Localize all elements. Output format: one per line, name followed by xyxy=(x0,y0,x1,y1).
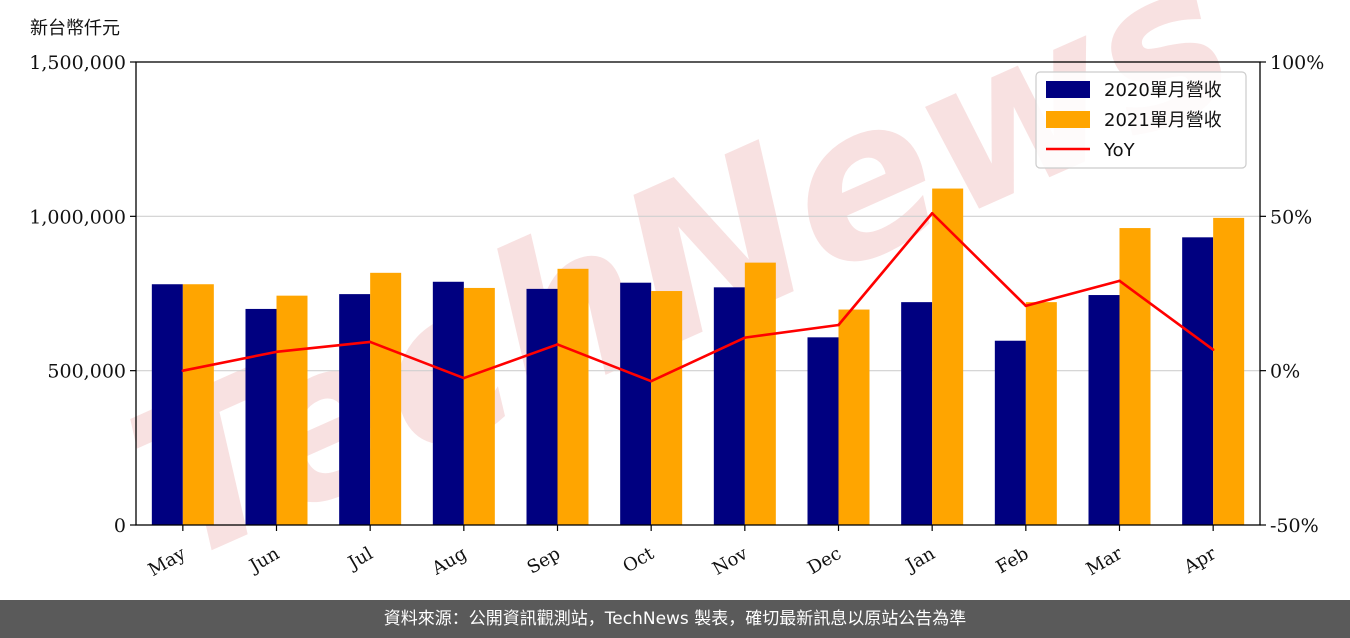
yoy-point-apr xyxy=(1211,348,1215,351)
bar-2020-jan xyxy=(901,302,933,525)
x-tick-label-jan: Jan xyxy=(901,543,939,577)
yoy-point-feb xyxy=(1024,304,1028,308)
source-footer: 資料來源：公開資訊觀測站，TechNews 製表，確切最新訊息以原站公告為準 xyxy=(0,600,1350,638)
plot-frame xyxy=(135,61,1261,526)
bar-2021-oct xyxy=(651,291,683,525)
bar-2021-nov xyxy=(744,262,776,525)
left-tick-label: 500,000 xyxy=(47,361,126,383)
yoy-line-group xyxy=(181,211,1215,383)
yoy-line xyxy=(182,211,1214,383)
legend-label-2021: 2021單月營收 xyxy=(1104,110,1222,131)
x-tick-label-feb: Feb xyxy=(993,543,1033,578)
left-tick-label: 0 xyxy=(114,515,126,537)
yoy-point-mar xyxy=(1118,279,1121,283)
x-tick-label-jul: Jul xyxy=(343,543,377,575)
bar-2020-mar xyxy=(1088,295,1120,525)
bar-2020-sep xyxy=(526,288,558,525)
bar-2021-jan xyxy=(932,188,964,525)
x-tick-label-mar: Mar xyxy=(1083,543,1127,580)
bar-2020-nov xyxy=(713,287,745,525)
right-tick-label: 50% xyxy=(1270,206,1312,228)
y-axis-unit-label: 新台幣仟元 xyxy=(30,18,120,39)
x-tick-label-oct: Oct xyxy=(619,543,658,578)
x-tick-label-sep: Sep xyxy=(524,543,564,578)
yoy-point-may xyxy=(181,369,185,372)
bar-2020-aug xyxy=(432,281,464,525)
x-tick-label-aug: Aug xyxy=(428,543,471,580)
left-tick-label: 1,000,000 xyxy=(29,206,126,228)
yoy-point-oct xyxy=(649,379,653,383)
bar-2021-apr xyxy=(1213,217,1245,526)
x-tick-label-dec: Dec xyxy=(804,543,845,579)
yoy-point-aug xyxy=(462,376,466,380)
bar-2020-feb xyxy=(994,340,1026,525)
right-tick-label: 0% xyxy=(1270,361,1300,383)
bar-2020-may xyxy=(151,284,183,525)
yoy-point-dec xyxy=(837,323,840,327)
legend-swatch-2020 xyxy=(1046,81,1090,98)
bar-2021-feb xyxy=(1025,302,1057,525)
right-tick-label: 100% xyxy=(1270,52,1324,74)
legend-label-yoy: YoY xyxy=(1103,140,1136,161)
legend-label-2020: 2020單月營收 xyxy=(1104,80,1222,101)
legend-swatch-2021 xyxy=(1046,111,1090,128)
revenue-chart: TechNews 0500,0001,000,0001,500,000-50%0… xyxy=(29,0,1324,600)
bar-2021-jul xyxy=(370,272,402,525)
bar-2020-apr xyxy=(1182,237,1214,525)
x-tick-label-apr: Apr xyxy=(1180,543,1220,578)
yoy-point-nov xyxy=(743,336,747,339)
bar-2020-jul xyxy=(339,294,371,525)
right-tick-label: -50% xyxy=(1270,515,1319,537)
left-tick-label: 1,500,000 xyxy=(29,52,126,74)
bar-2020-oct xyxy=(620,282,652,525)
bar-2021-aug xyxy=(463,287,495,525)
yoy-point-jan xyxy=(930,211,934,215)
bar-2021-sep xyxy=(557,268,589,525)
yoy-point-jul xyxy=(368,340,372,344)
yoy-point-jun xyxy=(275,350,278,354)
bar-2021-mar xyxy=(1119,228,1151,525)
legend: 2020單月營收 2021單月營收 YoY xyxy=(1035,71,1247,169)
gridlines xyxy=(136,215,1260,372)
x-tick-label-nov: Nov xyxy=(709,543,752,580)
bar-2021-may xyxy=(182,284,214,525)
bar-2020-dec xyxy=(807,337,839,525)
bar-2020-jun xyxy=(245,308,277,525)
bars xyxy=(151,188,1245,526)
bar-2021-jun xyxy=(276,295,308,525)
bar-2021-dec xyxy=(838,309,870,525)
yoy-point-sep xyxy=(556,343,559,346)
